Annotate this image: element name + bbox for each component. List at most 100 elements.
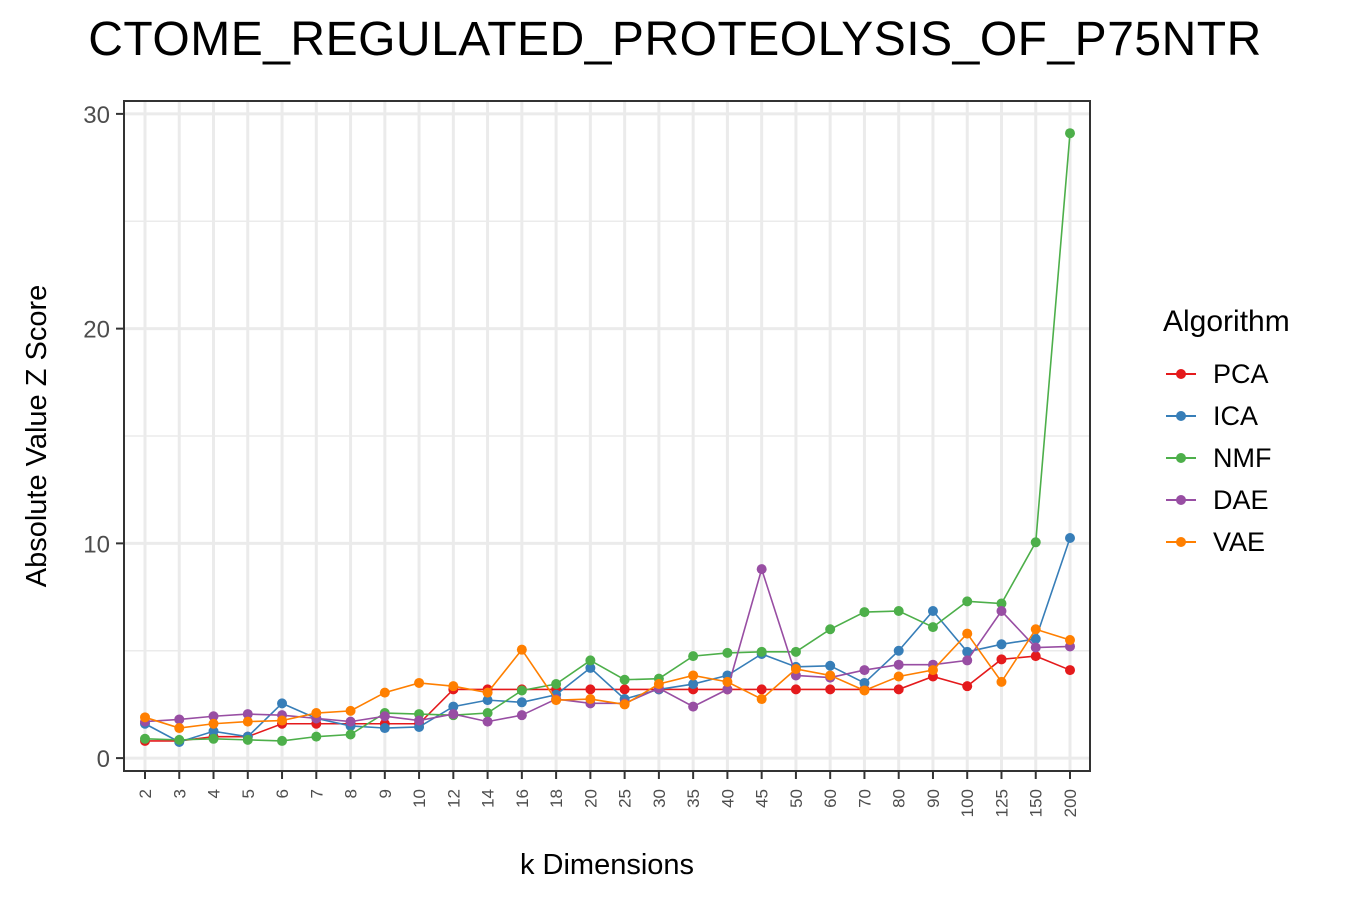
x-tick-label: 150 <box>1027 789 1046 817</box>
point-pca <box>585 684 596 695</box>
point-dae <box>174 714 185 725</box>
legend-key <box>1163 490 1199 510</box>
point-vae <box>756 694 767 705</box>
legend-key <box>1163 406 1199 426</box>
point-ica <box>516 697 527 708</box>
point-ica <box>379 723 390 734</box>
point-vae <box>345 705 356 716</box>
legend-item-nmf: NMF <box>1163 437 1290 479</box>
y-tick-label: 0 <box>97 746 110 773</box>
legend-title: Algorithm <box>1163 305 1290 338</box>
series-layer <box>140 128 1075 748</box>
point-dae <box>242 709 253 720</box>
point-nmf <box>688 651 699 662</box>
point-dae <box>756 564 767 575</box>
point-ica <box>1065 533 1075 544</box>
x-tick-label: 16 <box>513 789 532 808</box>
x-tick-label: 5 <box>239 789 258 798</box>
point-vae <box>688 670 699 681</box>
y-tick-label: 20 <box>83 317 110 344</box>
point-nmf <box>927 622 938 633</box>
point-nmf <box>756 646 767 657</box>
x-tick-label: 3 <box>170 789 189 798</box>
point-vae <box>516 644 527 655</box>
point-ica <box>1030 633 1041 644</box>
legend-item-dae: DAE <box>1163 479 1290 521</box>
point-vae <box>653 679 664 690</box>
point-dae <box>414 715 425 726</box>
point-nmf <box>1030 537 1041 548</box>
point-vae <box>448 681 459 692</box>
point-nmf <box>1065 128 1075 139</box>
point-nmf <box>825 624 836 635</box>
point-vae <box>1030 624 1041 635</box>
point-nmf <box>893 606 904 617</box>
point-pca <box>825 684 836 695</box>
point-pca <box>756 684 767 695</box>
point-vae <box>585 694 596 705</box>
x-tick-label: 100 <box>958 789 977 817</box>
point-pca <box>1065 665 1075 676</box>
point-vae <box>893 671 904 682</box>
point-vae <box>859 685 870 696</box>
series-line-ica <box>144 537 1071 743</box>
point-dae <box>859 665 870 676</box>
point-pca <box>619 684 630 695</box>
legend-item-ica: ICA <box>1163 395 1290 437</box>
point-dae <box>208 711 219 722</box>
point-vae <box>790 663 801 674</box>
x-tick-label: 4 <box>205 789 224 798</box>
legend: Algorithm PCA ICA NMF DAE VAE <box>1163 305 1290 563</box>
x-axis-label: k Dimensions <box>520 849 694 881</box>
x-tick-label: 25 <box>616 789 635 808</box>
point-vae <box>722 676 733 687</box>
y-axis-label: Absolute Value Z Score <box>21 285 53 588</box>
point-nmf <box>208 733 219 744</box>
point-pca <box>996 654 1007 665</box>
point-vae <box>208 718 219 729</box>
point-ica <box>208 726 219 737</box>
point-dae <box>482 716 493 727</box>
point-ica <box>962 646 973 657</box>
point-pca <box>790 684 801 695</box>
point-pca <box>893 684 904 695</box>
grid-lines <box>124 101 1090 771</box>
x-tick-label: 90 <box>924 789 943 808</box>
legend-key <box>1163 364 1199 384</box>
point-dae <box>962 655 973 666</box>
x-tick-label: 35 <box>684 789 703 808</box>
point-dae <box>996 606 1007 617</box>
x-tick-label: 80 <box>890 789 909 808</box>
legend-label: NMF <box>1213 442 1272 473</box>
legend-label: VAE <box>1213 526 1266 557</box>
point-ica <box>585 662 596 673</box>
legend-items: PCA ICA NMF DAE VAE <box>1163 353 1290 563</box>
point-nmf <box>277 735 288 746</box>
point-ica <box>448 701 459 712</box>
point-vae <box>962 628 973 639</box>
x-tick-label: 125 <box>992 789 1011 817</box>
point-pca <box>962 681 973 692</box>
point-dae <box>345 716 356 727</box>
x-tick-label: 200 <box>1061 789 1080 817</box>
x-tick-label: 2 <box>136 789 155 798</box>
x-tick-label: 30 <box>650 789 669 808</box>
point-vae <box>927 665 938 676</box>
panel-border <box>123 100 1091 772</box>
x-tick-label: 9 <box>376 789 395 798</box>
point-vae <box>140 712 150 723</box>
point-nmf <box>790 646 801 657</box>
x-tick-label: 8 <box>342 789 361 798</box>
point-ica <box>688 679 699 690</box>
chart-title: CTOME_REGULATED_PROTEOLYSIS_OF_P75NTR <box>88 13 1262 66</box>
legend-key <box>1163 532 1199 552</box>
series-line-pca <box>145 655 1071 742</box>
y-tick-label: 10 <box>83 531 110 558</box>
point-nmf <box>585 655 596 666</box>
point-dae <box>448 709 459 720</box>
x-tick-label: 6 <box>273 789 292 798</box>
point-dae <box>722 684 733 695</box>
point-nmf <box>174 734 185 745</box>
x-tick-label: 7 <box>307 789 326 798</box>
